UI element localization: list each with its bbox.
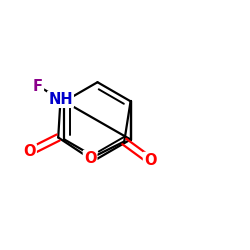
Text: NH: NH [48, 92, 73, 107]
Text: O: O [144, 153, 156, 168]
Text: F: F [33, 78, 43, 94]
Text: O: O [84, 151, 96, 166]
Text: O: O [23, 144, 36, 159]
